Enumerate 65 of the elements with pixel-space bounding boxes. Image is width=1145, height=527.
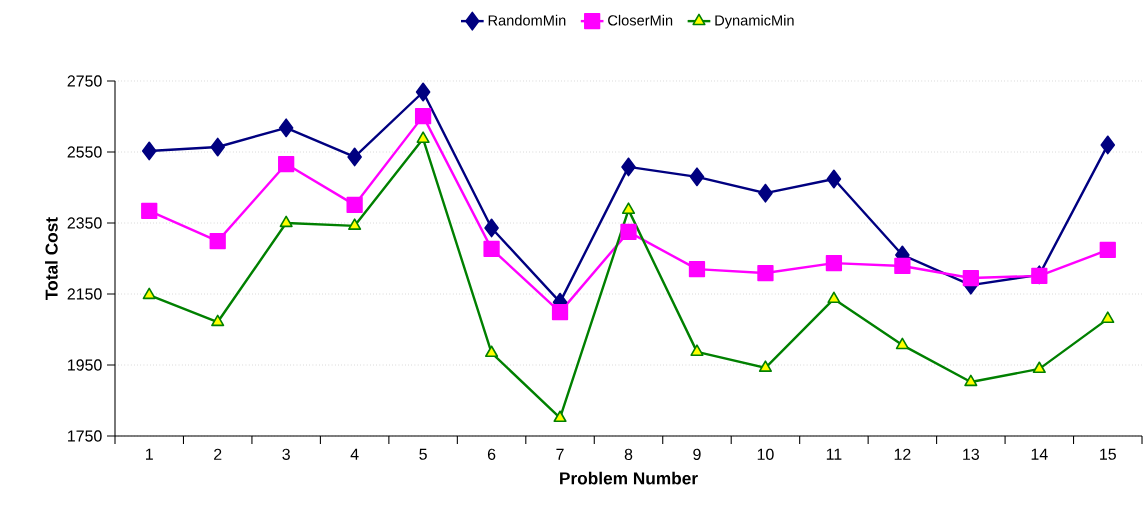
x-tick-label: 7 <box>556 448 564 460</box>
point <box>827 291 841 304</box>
y-axis-title: Total Cost <box>45 217 58 300</box>
point <box>690 344 704 356</box>
point <box>688 261 706 278</box>
point <box>278 155 295 173</box>
point <box>551 303 569 321</box>
y-tick-label: 2350 <box>67 217 102 229</box>
point <box>826 169 842 189</box>
point <box>347 147 362 167</box>
point <box>1100 135 1116 155</box>
x-tick-label: 11 <box>826 448 842 460</box>
x-tick-label: 6 <box>487 448 496 460</box>
x-tick-label: 10 <box>757 448 774 460</box>
point <box>141 202 158 220</box>
point <box>346 196 363 214</box>
x-tick-label: 15 <box>1100 448 1116 460</box>
point <box>211 314 225 327</box>
point <box>415 82 431 102</box>
point <box>483 240 500 258</box>
point <box>758 183 773 203</box>
x-tick-label: 9 <box>693 448 701 460</box>
point <box>485 345 499 358</box>
point <box>758 360 773 372</box>
x-tick-label: 1 <box>146 448 153 460</box>
legend-label: DynamicMin <box>715 14 794 29</box>
point <box>894 257 911 275</box>
y-tick-label: 1750 <box>68 430 102 442</box>
point <box>278 118 294 138</box>
point <box>484 218 499 238</box>
point <box>553 410 567 423</box>
point <box>964 374 978 387</box>
point <box>210 137 225 157</box>
y-tick-label: 2750 <box>67 75 102 87</box>
point <box>1101 311 1115 323</box>
y-tick-label: 1950 <box>68 359 102 371</box>
legend-label: RandomMin <box>488 14 566 26</box>
point <box>757 264 774 282</box>
point <box>962 269 979 287</box>
x-axis-title: Problem Number <box>560 471 698 485</box>
x-tick-label: 3 <box>282 448 290 460</box>
x-tick-label: 12 <box>894 448 911 460</box>
legend-label: CloserMin <box>608 14 673 26</box>
point <box>895 337 909 350</box>
x-tick-label: 4 <box>350 448 359 460</box>
y-tick-label: 2550 <box>67 146 102 158</box>
point <box>689 167 705 187</box>
x-tick-label: 2 <box>214 448 222 460</box>
x-tick-label: 5 <box>419 448 427 460</box>
point <box>414 108 432 125</box>
point <box>1032 361 1046 374</box>
point <box>348 218 362 230</box>
x-tick-label: 14 <box>1031 448 1048 460</box>
point <box>141 141 157 161</box>
point <box>279 215 293 228</box>
point <box>142 287 156 300</box>
point <box>825 254 843 272</box>
point <box>1099 241 1116 259</box>
y-tick-label: 2150 <box>67 288 102 300</box>
point <box>620 223 637 241</box>
x-tick-label: 13 <box>963 448 980 460</box>
point <box>621 157 636 177</box>
x-tick-label: 8 <box>624 448 633 460</box>
point <box>209 232 226 250</box>
point <box>621 202 636 214</box>
